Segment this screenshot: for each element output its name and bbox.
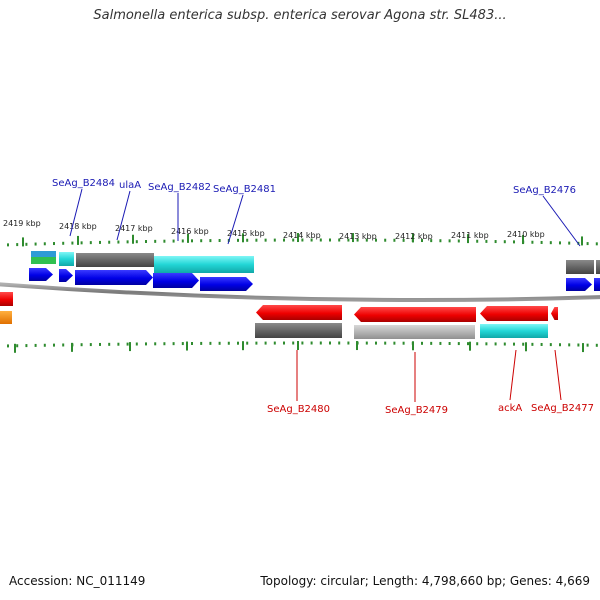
gene-block	[480, 324, 548, 338]
reverse-gene-block	[0, 292, 13, 306]
accession-label: Accession: NC_011149	[9, 574, 146, 588]
leader-line	[116, 190, 131, 241]
kbp-labels: 2419 kbp 2418 kbp 2417 kbp 2416 kbp 2415 kbp…	[3, 219, 545, 241]
reverse-gene-arrow	[354, 307, 476, 322]
gene-block	[354, 325, 475, 339]
upper-tick-ruler	[7, 233, 598, 247]
kbp-label: 2418 kbp	[59, 222, 97, 231]
backbone	[0, 282, 600, 303]
forward-gene-arrow	[75, 270, 153, 285]
forward-gene-label: SeAg_B2484	[52, 178, 115, 189]
kbp-label: 2411 kbp	[451, 231, 489, 240]
kbp-label: 2415 kbp	[227, 229, 265, 238]
kbp-label: 2414 kbp	[283, 231, 321, 240]
forward-gene-arrow	[153, 273, 199, 288]
gene-block	[566, 260, 594, 274]
gene-block	[154, 256, 254, 273]
kbp-label: 2419 kbp	[3, 219, 41, 228]
forward-gene-arrow	[566, 278, 592, 291]
kbp-label: 2417 kbp	[115, 224, 153, 233]
forward-gene-label: SeAg_B2481	[213, 184, 276, 195]
genome-title: Salmonella enterica subsp. enterica sero…	[93, 8, 507, 23]
reverse-gene-arrow	[551, 307, 558, 320]
gene-block	[31, 257, 56, 264]
kbp-label: 2416 kbp	[171, 227, 209, 236]
gene-features	[0, 251, 600, 339]
leader-line	[509, 349, 517, 401]
kbp-label: 2410 kbp	[507, 230, 545, 239]
leader-line	[554, 349, 562, 401]
kbp-label: 2412 kbp	[395, 232, 433, 241]
leader-line	[69, 188, 83, 237]
gene-block	[255, 323, 342, 338]
leader-line	[227, 194, 244, 245]
forward-gene-arrow	[59, 269, 73, 282]
reverse-gene-label: SeAg_B2477	[531, 403, 594, 414]
reverse-gene-arrow	[256, 305, 342, 320]
topology-label: Topology: circular; Length: 4,798,660 bp…	[260, 574, 590, 588]
gene-block	[59, 252, 74, 266]
gene-block	[596, 260, 600, 274]
reverse-gene-label: ackA	[498, 403, 522, 414]
kbp-label: 2413 kbp	[339, 232, 377, 241]
reverse-gene-block	[0, 311, 12, 324]
backbone-arc	[0, 282, 600, 303]
forward-gene-label: ulaA	[119, 180, 141, 191]
forward-gene-label: SeAg_B2482	[148, 182, 211, 193]
reverse-gene-label: SeAg_B2479	[385, 405, 448, 416]
leader-line	[542, 195, 581, 247]
gene-block	[76, 253, 154, 267]
reverse-gene-arrow	[480, 306, 548, 321]
lower-tick-ruler	[7, 341, 598, 353]
forward-gene-block	[594, 278, 600, 291]
label-leader-lines	[69, 188, 581, 402]
gene-labels: SeAg_B2484 ulaA SeAg_B2482 SeAg_B2481 SeAg_B…	[52, 178, 594, 416]
gene-block	[31, 251, 56, 257]
forward-gene-label: SeAg_B2476	[513, 185, 576, 196]
reverse-gene-label: SeAg_B2480	[267, 404, 330, 415]
forward-gene-arrow	[200, 277, 253, 291]
forward-gene-arrow	[29, 268, 53, 281]
